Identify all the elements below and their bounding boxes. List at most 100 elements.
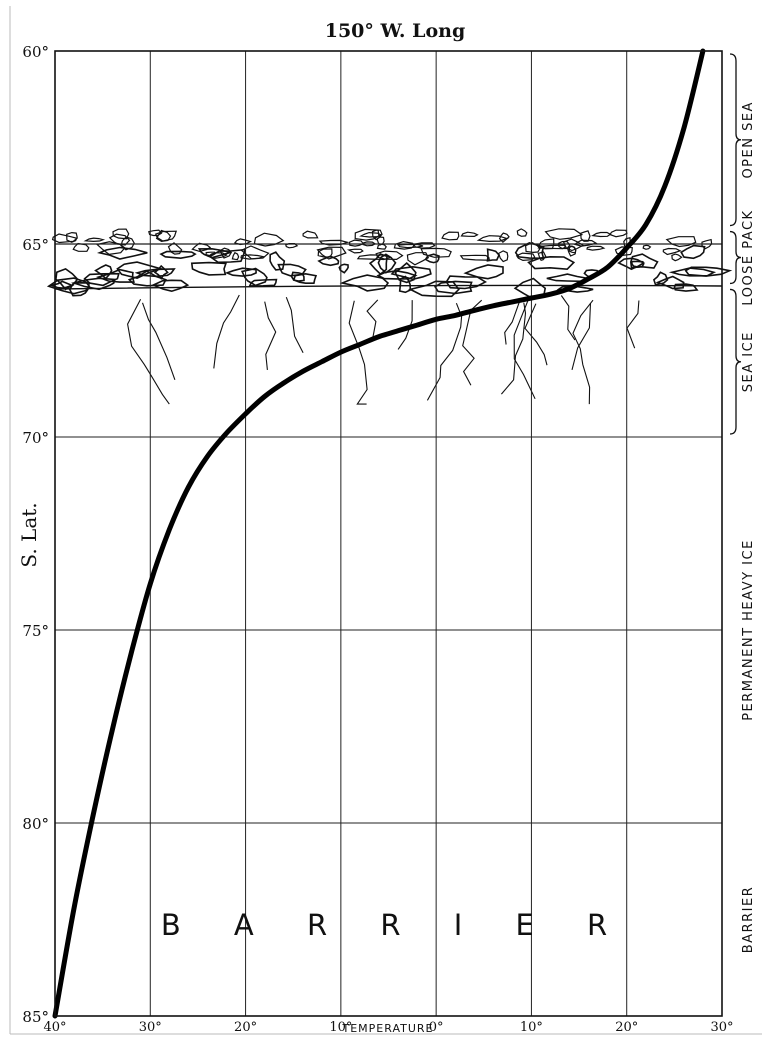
y-tick-label-0: 60° [22, 43, 49, 61]
ice-floe [66, 231, 78, 243]
ice-floe [148, 229, 163, 237]
ice-floe [546, 273, 591, 283]
ice-floe [290, 271, 305, 282]
y-tick-label-5: 85° [22, 1008, 49, 1026]
ice-crack [524, 303, 548, 366]
ice-crack [141, 302, 176, 380]
ice-crack [213, 294, 240, 369]
ice-crack [560, 295, 576, 341]
ice-crack [348, 300, 368, 405]
ice-floe [537, 251, 547, 262]
y-tick-label-2: 70° [22, 429, 49, 447]
ice-floe [95, 268, 135, 283]
ice-floe [460, 231, 479, 238]
latitude-tick-labels: 60° 65° 70° 75° 80° 85° [22, 43, 49, 1026]
ice-floe [219, 247, 233, 259]
ice-floe [629, 253, 659, 269]
ice-floe [94, 264, 113, 280]
zone-label-1: LOOSE PACK [741, 209, 756, 305]
ice-floe [368, 253, 388, 276]
ice-floe [72, 242, 90, 252]
ice-floe [83, 272, 120, 287]
ice-floe [441, 231, 460, 241]
ice-crack [366, 299, 379, 341]
x-tick-label-1: 30° [139, 1020, 162, 1035]
ice-floe [377, 253, 397, 274]
zone-brace-0 [729, 53, 742, 227]
ice-floe [580, 230, 591, 242]
ice-floe [127, 270, 167, 287]
ice-floe [224, 267, 257, 277]
ice-crack [127, 299, 170, 405]
ice-floe [680, 244, 706, 260]
ice-crack [264, 301, 277, 370]
ice-floe [544, 228, 584, 240]
ice-floe [253, 232, 285, 247]
ice-floe [463, 264, 504, 280]
ice-floe [269, 251, 286, 271]
ice-floe [394, 262, 417, 284]
ice-floe [316, 246, 347, 260]
ice-floe [48, 280, 75, 289]
ice-floe [371, 229, 383, 241]
zone-brace-1 [729, 230, 742, 285]
x-tick-label-3: 10° [329, 1020, 352, 1035]
ice-crack [285, 297, 304, 354]
ice-floe [671, 253, 683, 262]
zone-brace-2 [729, 288, 742, 435]
ice-floe [586, 245, 606, 251]
ice-crack [571, 302, 592, 371]
zone-label-3: PERMANENT HEAVY ICE [741, 539, 756, 721]
ice-floe [390, 265, 432, 281]
ice-floe [665, 236, 697, 248]
ice-floe [573, 239, 598, 247]
ice-floe [116, 261, 164, 280]
ice-floe [412, 242, 436, 249]
ice-floe [673, 283, 699, 292]
sea-ice-field [46, 228, 733, 405]
ice-floe [120, 236, 135, 251]
ice-floe [514, 242, 545, 260]
ice-floe [527, 255, 576, 271]
x-tick-label-4: 0° [429, 1020, 444, 1035]
zone-label-4: BARRIER [741, 886, 756, 953]
ice-floe [590, 231, 612, 238]
ice-floe [652, 271, 669, 286]
temperature-curve [52, 48, 706, 1019]
ice-floe [108, 233, 131, 246]
x-tick-label-6: 20° [615, 1020, 638, 1035]
ice-floe [339, 274, 390, 292]
ice-floe [557, 240, 571, 250]
ice-floe [516, 228, 528, 237]
ice-floe [317, 255, 340, 267]
ice-floe [609, 229, 628, 238]
ice-floe [346, 248, 364, 254]
ice-floe [197, 247, 231, 259]
ice-floe [302, 230, 319, 239]
barrier-area-label: B A R R I E R [161, 908, 629, 942]
ice-floe [155, 229, 172, 243]
ice-floe [231, 251, 240, 261]
ice-floe [191, 242, 212, 253]
y-tick-label-1: 65° [22, 236, 49, 254]
ice-floe [240, 267, 268, 287]
ice-crack [572, 299, 594, 405]
x-tick-label-7: 30° [710, 1020, 733, 1035]
ice-floe [668, 267, 717, 277]
ice-floe [642, 244, 652, 250]
ice-floe [159, 250, 197, 260]
ice-floe [338, 263, 349, 274]
ice-floe [433, 280, 473, 295]
ice-crack [500, 302, 527, 395]
ice-crack [504, 300, 521, 345]
ice-floe [398, 275, 412, 294]
temperature-series-line [52, 48, 706, 1019]
temperature-tick-labels: 40° 30° 20° 10° 0° 10° 20° 30° [43, 1020, 733, 1035]
ice-floe [190, 261, 227, 276]
ice-floe [566, 245, 577, 257]
ice-floe [684, 266, 733, 277]
x-tick-label-5: 10° [520, 1020, 543, 1035]
ice-floe [486, 248, 500, 262]
ice-crack [626, 300, 640, 349]
